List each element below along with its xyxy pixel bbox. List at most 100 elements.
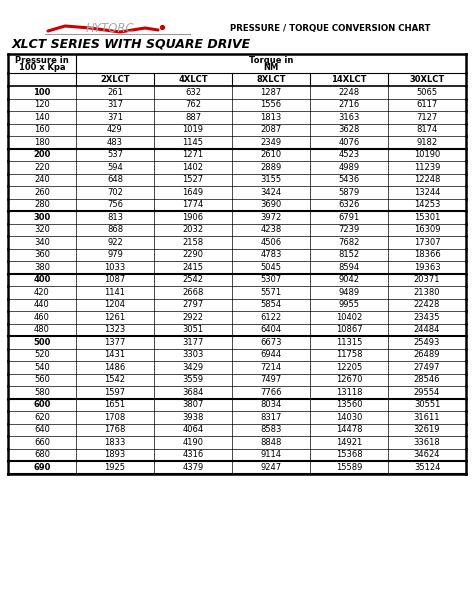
Text: 1925: 1925: [104, 463, 126, 472]
Text: 5854: 5854: [260, 300, 282, 309]
Text: 4064: 4064: [182, 425, 203, 435]
Text: 756: 756: [107, 200, 123, 209]
Text: 2248: 2248: [338, 88, 360, 97]
Text: 8152: 8152: [338, 250, 360, 259]
Text: 2668: 2668: [182, 288, 204, 297]
Text: PRESSURE / TORQUE CONVERSION CHART: PRESSURE / TORQUE CONVERSION CHART: [230, 23, 430, 32]
Text: 10190: 10190: [414, 151, 440, 159]
Text: 15301: 15301: [414, 213, 440, 222]
Text: 1893: 1893: [104, 450, 126, 459]
Text: 2349: 2349: [260, 138, 282, 147]
Text: 9955: 9955: [338, 300, 359, 309]
Text: 440: 440: [34, 300, 50, 309]
Text: 1402: 1402: [182, 163, 203, 172]
Text: 1431: 1431: [104, 350, 126, 359]
Text: 9182: 9182: [417, 138, 438, 147]
Text: 762: 762: [185, 100, 201, 110]
Text: 8317: 8317: [260, 412, 282, 422]
Text: 5065: 5065: [417, 88, 438, 97]
Text: 180: 180: [34, 138, 50, 147]
Text: 4076: 4076: [338, 138, 360, 147]
Text: 9489: 9489: [338, 288, 360, 297]
Text: 21380: 21380: [414, 288, 440, 297]
Text: 1087: 1087: [104, 275, 126, 284]
Text: 1145: 1145: [182, 138, 203, 147]
Text: 24484: 24484: [414, 325, 440, 334]
Text: 261: 261: [107, 88, 123, 97]
Text: 3690: 3690: [260, 200, 282, 209]
Text: 4190: 4190: [182, 438, 203, 447]
Text: 14030: 14030: [336, 412, 362, 422]
Text: 2610: 2610: [260, 151, 282, 159]
Text: 33618: 33618: [414, 438, 440, 447]
Text: 2797: 2797: [182, 300, 204, 309]
Text: 5879: 5879: [338, 188, 360, 196]
Text: 30XLCT: 30XLCT: [410, 75, 445, 84]
Text: 1649: 1649: [182, 188, 203, 196]
Text: 14478: 14478: [336, 425, 362, 435]
Text: 1774: 1774: [182, 200, 204, 209]
Text: 17307: 17307: [414, 237, 440, 247]
Text: 380: 380: [34, 263, 50, 272]
Text: 4379: 4379: [182, 463, 204, 472]
Text: 887: 887: [185, 113, 201, 122]
Text: 2542: 2542: [182, 275, 203, 284]
Text: 317: 317: [107, 100, 123, 110]
Text: 2922: 2922: [182, 313, 203, 322]
Text: 14921: 14921: [336, 438, 362, 447]
Text: XLCT SERIES WITH SQUARE DRIVE: XLCT SERIES WITH SQUARE DRIVE: [12, 37, 251, 51]
Text: 9114: 9114: [261, 450, 282, 459]
Text: 2716: 2716: [338, 100, 360, 110]
Text: 13118: 13118: [336, 388, 362, 397]
Text: 3559: 3559: [182, 375, 203, 384]
Text: 2XLCT: 2XLCT: [100, 75, 130, 84]
Text: 400: 400: [33, 275, 51, 284]
Text: 6673: 6673: [260, 338, 282, 347]
Text: 8848: 8848: [260, 438, 282, 447]
Text: 640: 640: [34, 425, 50, 435]
Text: 18366: 18366: [414, 250, 440, 259]
Text: 1141: 1141: [104, 288, 126, 297]
Text: 16309: 16309: [414, 225, 440, 234]
Text: 11758: 11758: [336, 350, 362, 359]
Text: 2415: 2415: [182, 263, 203, 272]
Text: 4316: 4316: [182, 450, 204, 459]
Text: Torque in: Torque in: [249, 56, 293, 65]
Text: 922: 922: [107, 237, 123, 247]
Text: 4783: 4783: [260, 250, 282, 259]
Text: 6944: 6944: [260, 350, 282, 359]
Text: 1527: 1527: [182, 175, 203, 184]
Text: 9247: 9247: [260, 463, 282, 472]
Text: 580: 580: [34, 388, 50, 397]
Text: 280: 280: [34, 200, 50, 209]
Text: 6122: 6122: [260, 313, 282, 322]
Text: 19363: 19363: [414, 263, 440, 272]
Text: 12248: 12248: [414, 175, 440, 184]
Text: 2290: 2290: [182, 250, 203, 259]
Text: 32619: 32619: [414, 425, 440, 435]
Text: 14XLCT: 14XLCT: [331, 75, 367, 84]
Text: 868: 868: [107, 225, 123, 234]
Text: 979: 979: [107, 250, 123, 259]
Text: 10402: 10402: [336, 313, 362, 322]
Text: 1768: 1768: [104, 425, 126, 435]
Text: 3628: 3628: [338, 125, 360, 134]
Text: 34624: 34624: [414, 450, 440, 459]
Text: 3972: 3972: [260, 213, 282, 222]
Text: 660: 660: [34, 438, 50, 447]
Text: 500: 500: [33, 338, 51, 347]
Text: 1833: 1833: [104, 438, 126, 447]
Text: 340: 340: [34, 237, 50, 247]
Text: 26489: 26489: [414, 350, 440, 359]
Text: 3429: 3429: [182, 363, 203, 371]
Text: 7239: 7239: [338, 225, 360, 234]
Text: 3807: 3807: [182, 400, 204, 409]
Text: 1271: 1271: [182, 151, 203, 159]
Text: 1906: 1906: [182, 213, 203, 222]
Text: 1287: 1287: [260, 88, 282, 97]
Text: 25493: 25493: [414, 338, 440, 347]
Text: 8594: 8594: [338, 263, 360, 272]
Text: 420: 420: [34, 288, 50, 297]
Text: 6404: 6404: [260, 325, 282, 334]
Text: 2087: 2087: [260, 125, 282, 134]
